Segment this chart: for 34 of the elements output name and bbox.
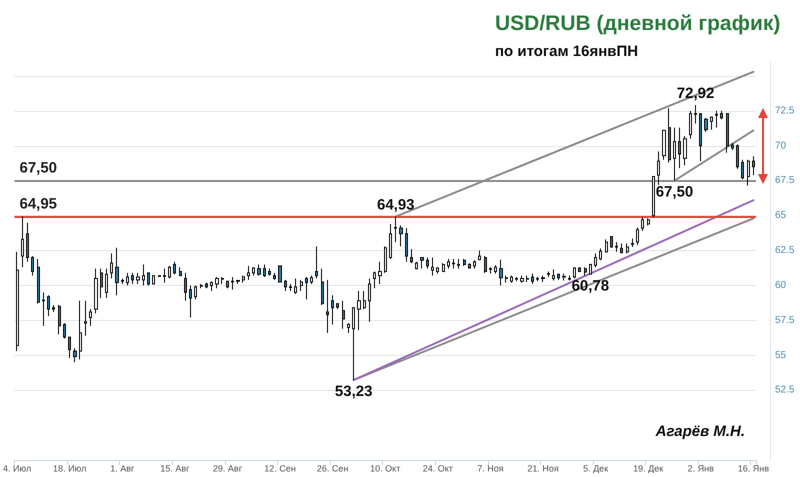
y-tick-label: 67.5 [775, 175, 795, 186]
y-tick-label: 65 [775, 210, 787, 222]
chart-title: USD/RUB (дневной график) [495, 12, 780, 35]
annotation: Агарёв М.Н. [654, 423, 746, 440]
annotation: 72,92 [676, 85, 714, 102]
annotation: 53,23 [334, 382, 372, 400]
annotation: 60,78 [572, 278, 610, 295]
y-tick-label: 52.5 [775, 384, 795, 396]
x-tick-label: 1. Авг [110, 464, 136, 474]
x-tick-label: 18. Июл [53, 464, 86, 474]
chart-subtitle: по итогам 16янвПН [495, 43, 638, 60]
y-tick-label: 57.5 [775, 314, 795, 326]
ref-line-label: 64,95 [19, 195, 58, 212]
x-tick-label: 4. Июл [2, 464, 32, 474]
annotation: 64,93 [376, 196, 415, 214]
ref-line-label: 67,50 [19, 160, 58, 177]
y-tick-label: 72.5 [775, 105, 795, 116]
x-tick-label: 16. Янв [738, 464, 770, 474]
x-tick-label: 7. Ноя [477, 464, 504, 474]
x-tick-label: 24. Окт [422, 464, 453, 474]
annotation: 67,50 [656, 184, 694, 201]
x-tick-label: 5. Дек [583, 464, 608, 474]
x-tick-label: 21. Ноя [527, 464, 559, 474]
x-tick-label: 2. Янв [688, 464, 714, 474]
y-tick-label: 70 [775, 140, 787, 152]
y-tick-label: 55 [775, 350, 787, 361]
x-tick-label: 26. Сен [316, 464, 348, 474]
x-tick-label: 29. Авг [212, 464, 243, 474]
x-tick-label: 19. Дек [633, 464, 664, 474]
y-tick-label: 62.5 [775, 245, 795, 256]
x-tick-label: 10. Окт [370, 464, 400, 474]
x-tick-label: 12. Сен [264, 464, 296, 474]
x-tick-label: 15. Авг [160, 464, 190, 474]
y-tick-label: 60 [775, 280, 787, 291]
